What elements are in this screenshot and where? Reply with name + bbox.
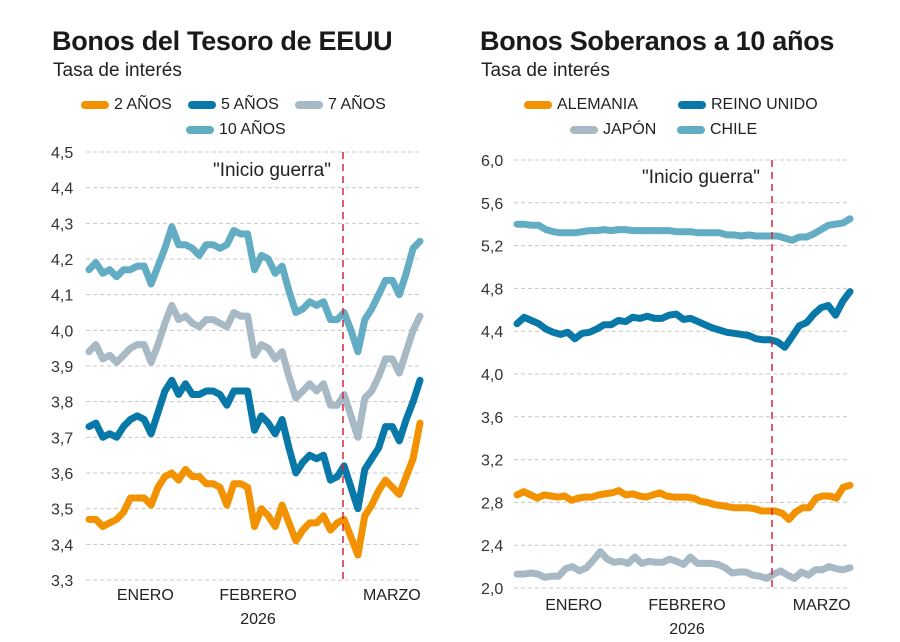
legend-swatch-lightblue <box>677 126 705 134</box>
legend-item-reino-unido: REINO UNIDO <box>678 96 818 114</box>
y-tick-label: 3,5 <box>51 502 73 519</box>
sovereign-bonds-panel: Bonos Soberanos a 10 años Tasa de interé… <box>450 0 900 642</box>
y-tick-label: 4,1 <box>51 288 73 305</box>
legend-label: ALEMANIA <box>557 96 638 113</box>
x-month-label: MARZO <box>793 597 851 614</box>
y-tick-label: 4,0 <box>51 323 73 340</box>
y-tick-label: 4,3 <box>51 216 73 233</box>
chart-subtitle: Tasa de interés <box>53 60 182 81</box>
y-tick-label: 4,2 <box>51 252 73 269</box>
y-tick-label: 3,2 <box>481 453 503 470</box>
y-tick-label: 3,7 <box>51 430 73 447</box>
legend-item-10y: 10 AÑOS <box>186 121 286 139</box>
x-month-label: MARZO <box>363 587 421 604</box>
y-tick-label: 3,9 <box>51 359 73 376</box>
series-line-2-años <box>85 419 424 559</box>
x-year-label: 2026 <box>669 621 705 638</box>
y-tick-label: 5,6 <box>481 196 503 213</box>
x-month-label: ENERO <box>545 597 602 614</box>
series-line-7-años <box>85 301 424 441</box>
war-start-annotation: "Inicio guerra" <box>213 160 331 181</box>
y-tick-label: 4,8 <box>481 281 503 298</box>
y-tick-label: 2,8 <box>481 495 503 512</box>
series-line-alemania <box>513 481 854 523</box>
legend-item-2y: 2 AÑOS <box>81 96 172 114</box>
legend-label: JAPÓN <box>603 121 657 138</box>
legend-swatch-darkblue <box>188 101 216 109</box>
x-month-label: FEBRERO <box>219 587 296 604</box>
legend-swatch-orange <box>524 101 552 109</box>
legend-item-alemania: ALEMANIA <box>524 96 638 114</box>
series-line-reino-unido <box>513 288 854 351</box>
y-tick-label: 3,3 <box>51 573 73 590</box>
us-treasury-chart: 3,3 3,4 3,5 3,6 3,7 3,8 3,9 4,0 4,1 4,2 4,3 4,4 4,5 E… <box>51 145 424 628</box>
legend-label: 7 AÑOS <box>328 96 386 113</box>
y-tick-label: 2,4 <box>481 538 503 555</box>
x-month-label: ENERO <box>117 587 174 604</box>
y-tick-label: 3,6 <box>51 466 73 483</box>
legend-swatch-darkblue <box>678 101 706 109</box>
series-line-10-años <box>85 223 424 356</box>
legend-item-7y: 7 AÑOS <box>295 96 386 114</box>
legend-label: 5 AÑOS <box>221 96 279 113</box>
legend-label: 2 AÑOS <box>114 96 172 113</box>
series-line-chile <box>513 215 854 244</box>
legend-swatch-grey <box>570 126 598 134</box>
y-tick-label: 4,4 <box>51 181 73 198</box>
legend-swatch-lightblue <box>186 126 214 134</box>
chart-title: Bonos del Tesoro de EEUU <box>52 26 393 56</box>
y-tick-label: 3,6 <box>481 410 503 427</box>
legend-item-chile: CHILE <box>677 121 757 139</box>
legend-item-5y: 5 AÑOS <box>188 96 279 114</box>
sovereign-bonds-chart: 2,0 2,4 2,8 3,2 3,6 4,0 4,4 4,8 5,2 5,6 6,0 ENERO FE… <box>481 153 854 638</box>
y-tick-label: 6,0 <box>481 153 503 170</box>
chart-subtitle: Tasa de interés <box>481 60 610 81</box>
us-treasury-panel: Bonos del Tesoro de EEUU Tasa de interés… <box>51 26 424 628</box>
series-line-5-años <box>85 376 424 513</box>
y-tick-label: 5,2 <box>481 239 503 256</box>
legend-label: CHILE <box>710 121 758 138</box>
y-tick-label: 3,8 <box>51 395 73 412</box>
y-tick-label: 3,4 <box>51 537 73 554</box>
y-tick-label: 2,0 <box>481 581 503 598</box>
x-month-label: FEBRERO <box>648 597 725 614</box>
legend-swatch-orange <box>81 101 109 109</box>
x-year-label: 2026 <box>240 611 276 628</box>
chart-title: Bonos Soberanos a 10 años <box>480 26 835 56</box>
y-tick-label: 4,4 <box>481 324 503 341</box>
y-tick-label: 4,0 <box>481 367 503 384</box>
legend-swatch-grey <box>295 101 323 109</box>
war-start-annotation: "Inicio guerra" <box>642 167 760 188</box>
y-tick-label: 4,5 <box>51 145 73 162</box>
legend-label: REINO UNIDO <box>711 96 818 113</box>
series-line-japón <box>513 548 854 582</box>
legend-label: 10 AÑOS <box>219 121 286 138</box>
legend-item-japon: JAPÓN <box>570 121 656 139</box>
